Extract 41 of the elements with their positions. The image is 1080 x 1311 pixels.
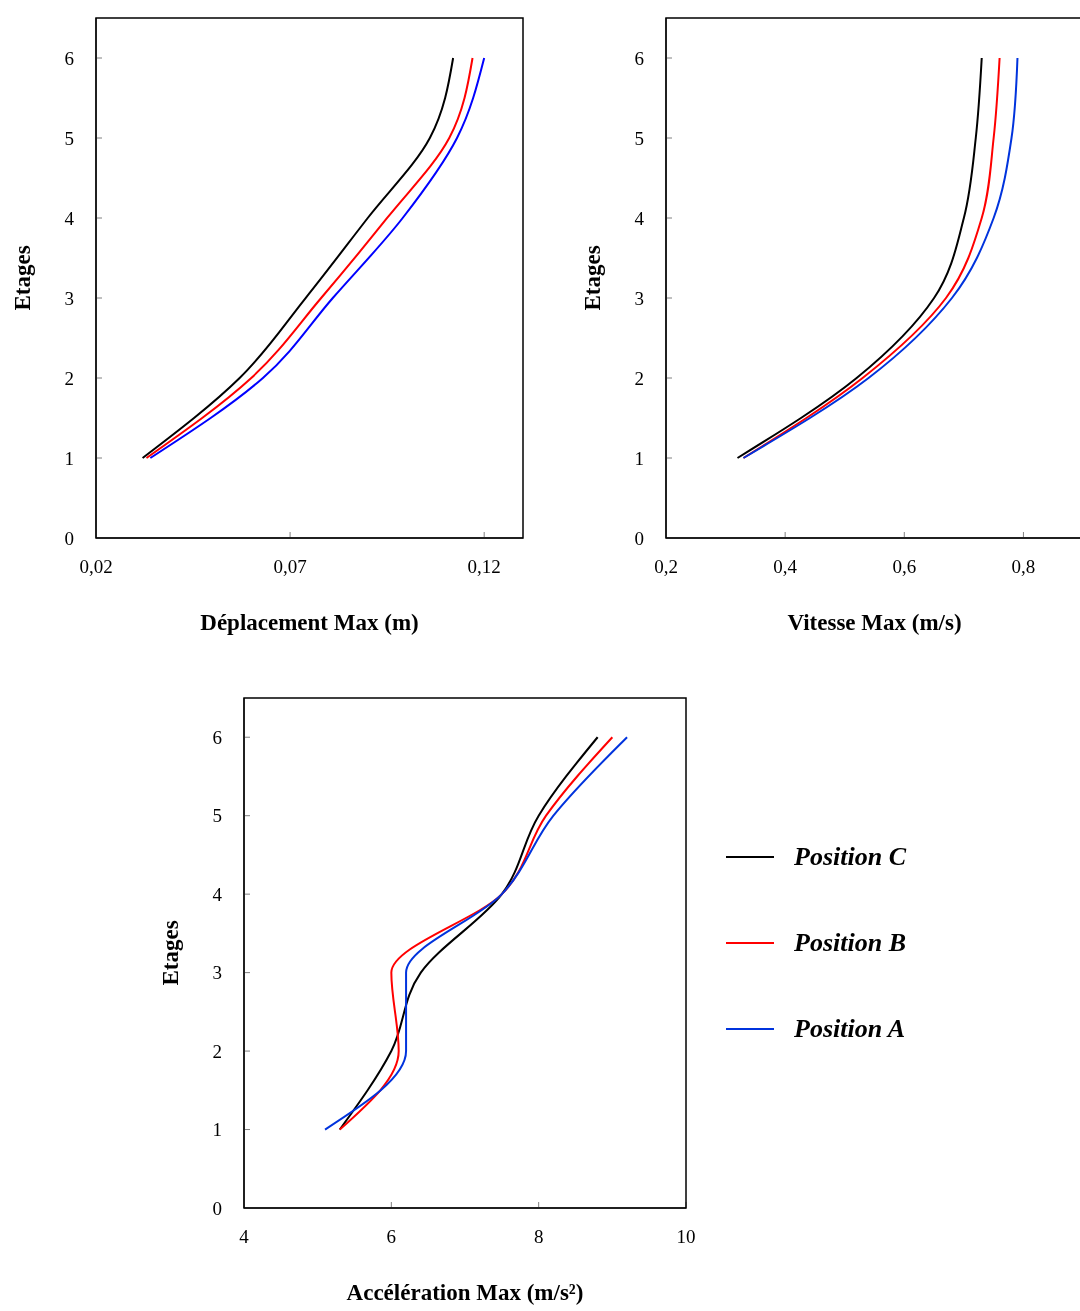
x-tick-label: 0,12: [467, 556, 501, 578]
x-axis-title: Déplacement Max (m): [200, 610, 419, 635]
y-tick-label: 6: [634, 47, 644, 69]
x-tick-label: 4: [239, 1226, 250, 1248]
y-tick-label: 2: [64, 367, 74, 389]
y-tick-label: 4: [64, 207, 75, 229]
x-tick-label: 8: [533, 1226, 544, 1248]
y-tick-label: 4: [212, 883, 223, 905]
legend-label: Position C: [794, 842, 906, 872]
y-tick-label: 2: [634, 367, 644, 389]
x-tick-label: 0,4: [773, 556, 798, 578]
y-tick-label: 2: [212, 1040, 222, 1062]
legend-label: Position B: [794, 928, 906, 958]
x-tick-label: 6: [386, 1226, 397, 1248]
y-axis-title: Etages: [10, 245, 36, 311]
y-tick-label: 0: [634, 527, 644, 549]
x-axis-title: Vitesse Max (m/s): [787, 610, 962, 635]
x-tick-label: 0,07: [273, 556, 307, 578]
x-axis-title: Accélération Max (m/s²): [346, 1280, 584, 1305]
x-tick-label: 0,02: [79, 556, 113, 578]
y-tick-label: 6: [64, 47, 74, 69]
y-tick-label: 3: [212, 962, 222, 984]
x-tick-label: 0,8: [1011, 556, 1036, 578]
y-tick-label: 3: [64, 287, 74, 309]
y-tick-label: 1: [64, 447, 74, 469]
y-tick-label: 5: [634, 127, 644, 149]
y-axis-title: Etages: [158, 920, 184, 986]
y-tick-label: 6: [212, 726, 222, 748]
y-tick-label: 0: [64, 527, 74, 549]
x-tick-label: 0,2: [654, 556, 678, 578]
y-tick-label: 4: [634, 207, 645, 229]
y-tick-label: 5: [64, 127, 74, 149]
x-tick-label: 0,6: [892, 556, 917, 578]
y-tick-label: 3: [634, 287, 644, 309]
legend-label: Position A: [794, 1014, 906, 1044]
y-tick-label: 1: [212, 1119, 222, 1141]
y-tick-label: 1: [634, 447, 644, 469]
x-tick-label: 10: [676, 1226, 696, 1248]
y-axis-title: Etages: [580, 245, 606, 311]
y-tick-label: 0: [212, 1197, 222, 1219]
y-tick-label: 5: [212, 805, 222, 827]
